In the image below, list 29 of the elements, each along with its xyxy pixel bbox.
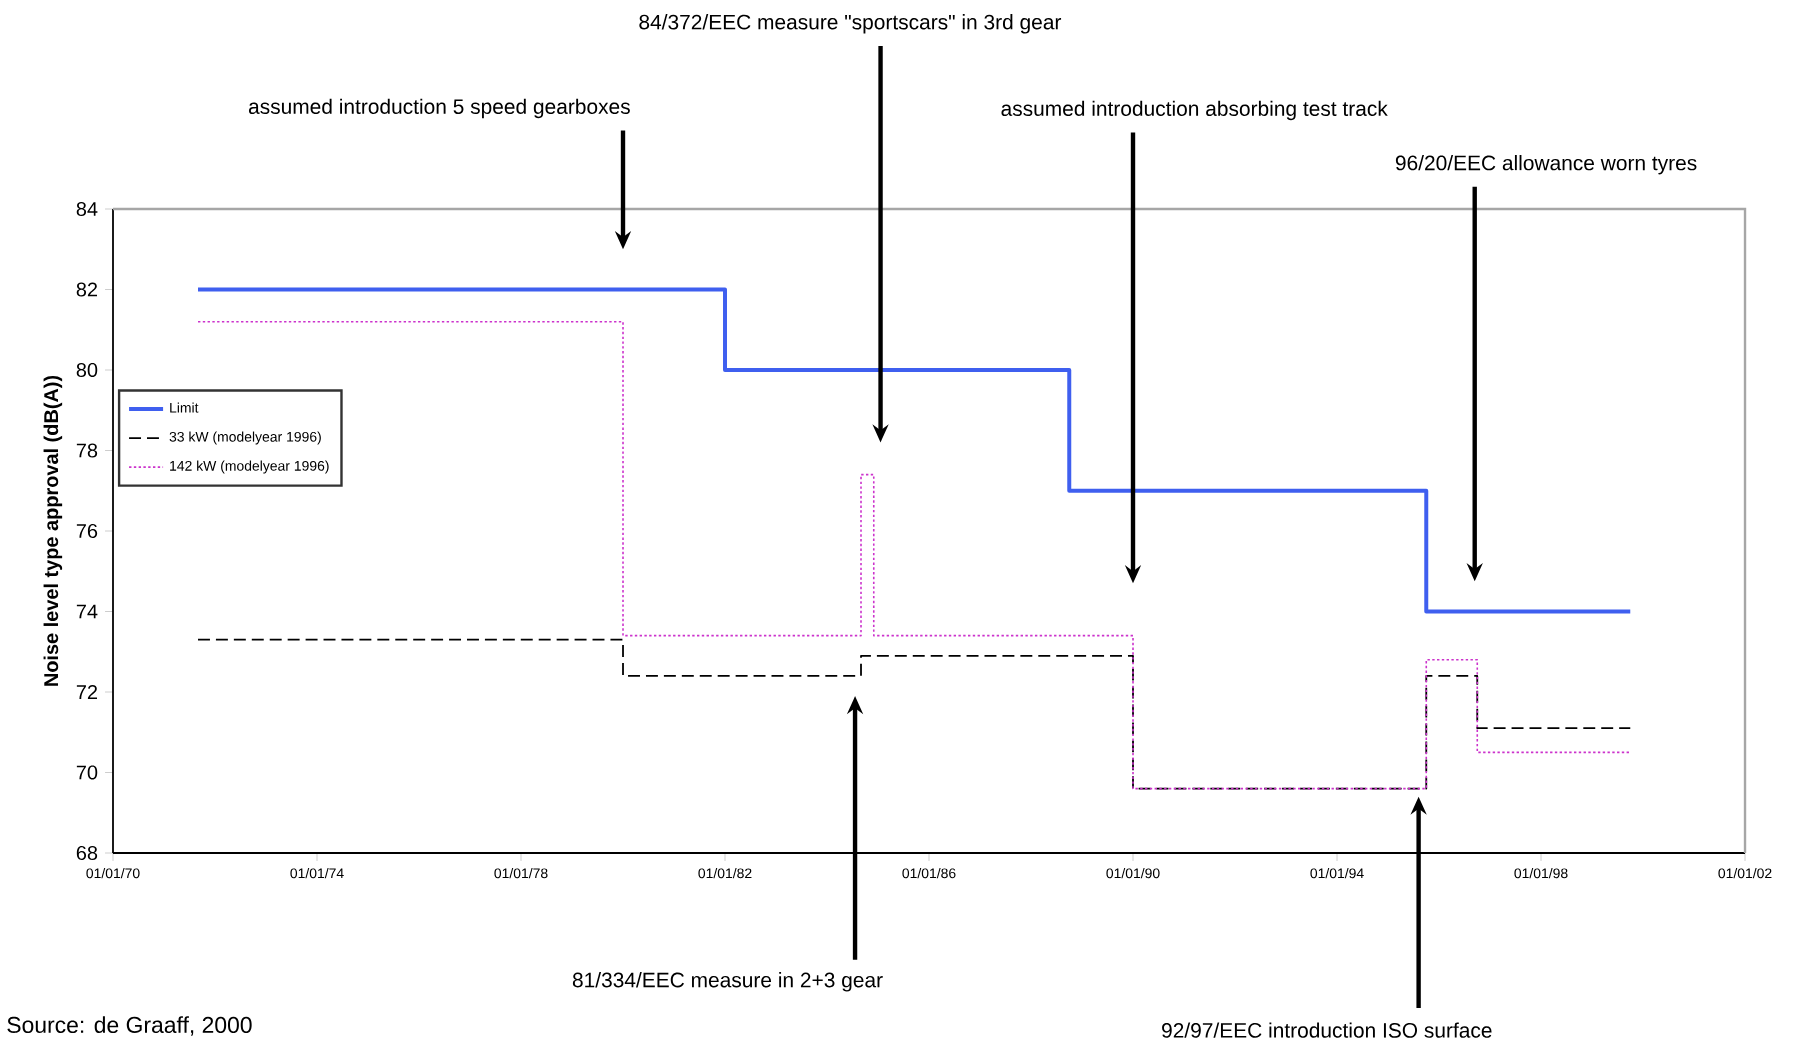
- y-axis-title: Noise level type approval (dB(A)): [43, 375, 63, 686]
- y-tick-label: 74: [76, 604, 98, 619]
- x-tick-label: 01/01/82: [698, 868, 752, 879]
- x-tick-label: 01/01/98: [1514, 868, 1568, 879]
- y-tick-label: 72: [76, 685, 98, 699]
- text: assumed introduction 5 speed gearboxes: [248, 98, 630, 119]
- legend-label: 142 kW (modelyear 1996): [170, 460, 329, 474]
- text: 92/97/EEC introduction ISO surface: [1162, 1022, 1492, 1038]
- x-tick-label: 01/01/78: [494, 868, 548, 879]
- text: 84/372/EEC measure "sportscars" in 3rd gear: [639, 14, 1062, 34]
- text: 81/334/EEC measure in 2+3 gear: [572, 972, 883, 992]
- x-tick-label: 01/01/86: [902, 868, 956, 879]
- y-tick-label: 82: [76, 282, 98, 297]
- y-tick-label: 78: [76, 443, 98, 458]
- x-tick-label: 01/01/70: [86, 868, 140, 879]
- text: assumed introduction absorbing test track: [1001, 100, 1388, 121]
- y-tick-label: 76: [76, 523, 98, 539]
- x-tick-label: 01/01/02: [1718, 868, 1772, 879]
- legend-label: 33 kW (modelyear 1996): [169, 431, 321, 445]
- y-tick-label: 80: [76, 362, 98, 378]
- y-tick-label: 68: [76, 845, 98, 861]
- legend-label: Limit: [170, 402, 199, 413]
- y-tick-label: 84: [76, 201, 98, 217]
- source-note: Source: de Graaff, 2000: [7, 1016, 252, 1036]
- x-tick-label: 01/01/94: [1310, 868, 1364, 879]
- y-tick-label: 70: [76, 765, 98, 780]
- x-tick-label: 01/01/74: [290, 868, 344, 879]
- text: 96/20/EEC allowance worn tyres: [1395, 154, 1697, 175]
- x-tick-label: 01/01/90: [1106, 868, 1160, 879]
